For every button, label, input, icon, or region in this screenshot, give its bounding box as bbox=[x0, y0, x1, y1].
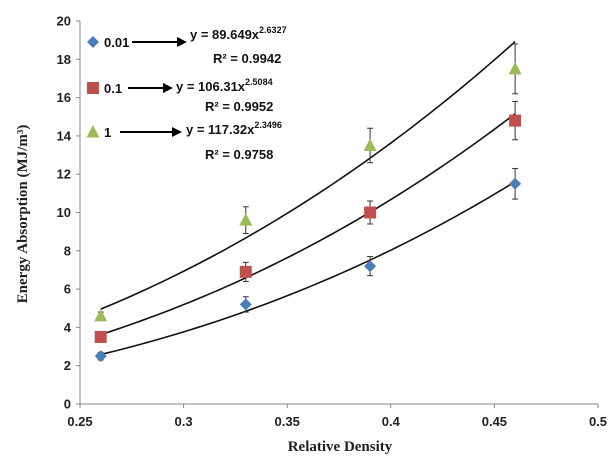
x-tick-label: 0.5 bbox=[589, 414, 607, 429]
x-axis-title: Relative Density bbox=[288, 439, 393, 455]
legend: 0.01 y = 89.649x2.6327 R² = 0.9942 0.1 y = 1… bbox=[86, 25, 287, 162]
y-tick-label: 16 bbox=[57, 90, 71, 105]
x-tick-label: 0.25 bbox=[67, 414, 92, 429]
data-point-1 bbox=[508, 61, 522, 75]
x-tick-label: 0.4 bbox=[382, 414, 401, 429]
y-tick-label: 4 bbox=[64, 320, 72, 335]
data-markers bbox=[94, 61, 522, 363]
legend-arrow-head bbox=[172, 127, 182, 137]
fit-equation-0.1: y = 106.31x2.5084 bbox=[176, 77, 273, 94]
data-point-0.1 bbox=[509, 114, 522, 127]
y-tick-label: 18 bbox=[57, 52, 71, 67]
y-tick-label: 6 bbox=[64, 282, 71, 297]
y-tick-label: 2 bbox=[64, 358, 71, 373]
y-tick-label: 0 bbox=[64, 397, 71, 412]
data-point-1 bbox=[363, 138, 377, 151]
fit-curves bbox=[100, 41, 516, 356]
legend-marker-0.1 bbox=[87, 82, 99, 94]
legend-arrow-head bbox=[163, 83, 173, 93]
x-tick-label: 0.3 bbox=[175, 414, 193, 429]
y-tick-label: 20 bbox=[57, 14, 71, 29]
data-point-0.1 bbox=[94, 330, 107, 343]
x-tick-label: 0.35 bbox=[275, 414, 300, 429]
y-tick-label: 14 bbox=[57, 128, 72, 143]
fit-curve-0.01 bbox=[100, 181, 516, 356]
y-axis-title: Energy Absorption (MJ/m³) bbox=[15, 125, 31, 304]
fit-curve-1 bbox=[100, 41, 516, 310]
y-tick-label: 12 bbox=[57, 167, 71, 182]
axes: 0 2 4 6 8 10 12 14 16 18 20 0.25 0.3 0.35 0.4 0.45 0.5 bbox=[57, 14, 608, 430]
y-tick-label: 10 bbox=[57, 205, 71, 220]
fit-r2-0.01: R² = 0.9942 bbox=[213, 51, 281, 66]
error-bars bbox=[97, 43, 519, 361]
legend-marker-0.01 bbox=[87, 36, 99, 48]
fit-curve-0.1 bbox=[100, 113, 516, 336]
legend-label-0.01: 0.01 bbox=[104, 35, 129, 50]
y-tick-label: 8 bbox=[64, 243, 71, 258]
legend-arrow-head bbox=[177, 37, 187, 47]
data-point-0.01 bbox=[239, 298, 252, 311]
fit-exponent-1: 2.3496 bbox=[254, 120, 282, 130]
fit-equation-1: y = 117.32x2.3496 bbox=[186, 120, 282, 137]
fit-r2-0.1: R² = 0.9952 bbox=[205, 99, 273, 114]
legend-label-0.1: 0.1 bbox=[104, 81, 122, 96]
data-point-0.01 bbox=[94, 350, 107, 363]
data-point-0.1 bbox=[239, 265, 252, 278]
x-tick-label: 0.45 bbox=[482, 414, 507, 429]
fit-exponent-0.1: 2.5084 bbox=[245, 77, 273, 87]
data-point-1 bbox=[94, 308, 108, 322]
fit-r2-1: R² = 0.9758 bbox=[205, 147, 273, 162]
fit-exponent-0.01: 2.6327 bbox=[259, 25, 287, 35]
fit-equation-0.01: y = 89.649x2.6327 bbox=[190, 25, 287, 42]
legend-label-1: 1 bbox=[104, 125, 111, 140]
data-point-0.1 bbox=[364, 206, 377, 219]
legend-marker-1 bbox=[86, 125, 100, 138]
data-point-0.01 bbox=[509, 177, 522, 190]
data-point-1 bbox=[239, 213, 253, 226]
data-point-0.01 bbox=[364, 260, 377, 273]
